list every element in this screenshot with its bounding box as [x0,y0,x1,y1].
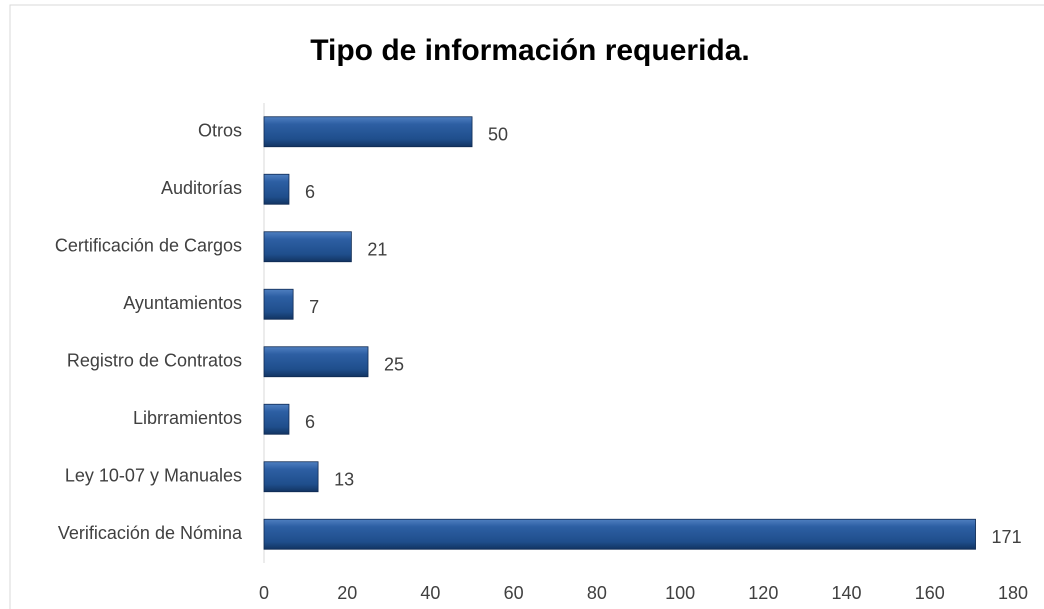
data-label: 25 [384,355,404,375]
data-label: 13 [334,470,354,490]
data-label: 7 [309,297,319,317]
y-tick-label: Otros [198,121,242,141]
bar [263,346,369,378]
data-label: 6 [305,182,315,202]
x-tick-label: 100 [665,583,695,603]
y-tick-label: Verificación de Nómina [58,523,243,543]
x-tick-label: 120 [748,583,778,603]
y-tick-label: Librramientos [133,408,242,428]
data-label: 50 [488,125,508,145]
chart-title: Tipo de información requerida. [310,34,750,67]
x-tick-label: 0 [259,583,269,603]
x-tick-label: 180 [998,583,1028,603]
bar [263,173,290,205]
y-tick-label: Ley 10-07 y Manuales [65,466,242,486]
x-tick-label: 60 [504,583,524,603]
x-tick-label: 20 [337,583,357,603]
bar [263,288,294,320]
bar [263,461,319,493]
y-tick-label: Registro de Contratos [67,351,242,371]
bar [263,116,473,148]
data-label: 21 [367,240,387,260]
data-label: 171 [992,527,1022,547]
y-tick-label: Ayuntamientos [123,293,242,313]
bar [263,518,976,550]
x-tick-label: 140 [832,583,862,603]
data-label: 6 [305,412,315,432]
chart-frame [9,4,1044,609]
x-tick-label: 160 [915,583,945,603]
x-tick-label: 40 [420,583,440,603]
y-tick-label: Auditorías [161,178,242,198]
y-tick-label: Certificación de Cargos [55,236,242,256]
x-tick-label: 80 [587,583,607,603]
bar [263,403,290,435]
bar [263,231,352,263]
